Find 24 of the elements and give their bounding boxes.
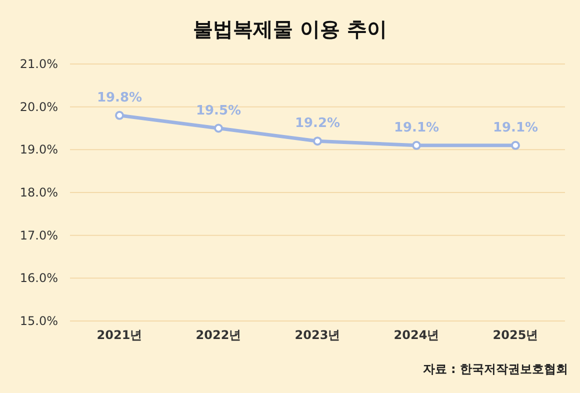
- point: [214, 124, 223, 133]
- data-label: 19.5%: [196, 103, 242, 118]
- y-tick-label: 19.0%: [20, 142, 58, 157]
- y-tick-label: 15.0%: [20, 314, 58, 328]
- x-tick-label: 2023년: [294, 328, 340, 342]
- data-label: 19.8%: [96, 90, 142, 106]
- y-tick-label: 20.0%: [20, 100, 58, 114]
- data-label: 19.1%: [394, 120, 440, 136]
- text: 자료 : 한국저작권보호협회: [422, 362, 568, 376]
- x-tick-label: 2024년: [394, 328, 440, 342]
- y-tick-label: 18.0%: [20, 186, 58, 200]
- x-tick-label: 2025년: [492, 328, 538, 342]
- chart-title: 불법복제물 이용 추이: [193, 17, 387, 41]
- point: [313, 136, 322, 146]
- data-label: 19.1%: [492, 120, 538, 136]
- x-tick-label: 2022년: [196, 328, 242, 342]
- point: [115, 110, 124, 120]
- y-tick-label: 16.0%: [20, 271, 58, 286]
- y-tick-label: 21.0%: [20, 57, 58, 71]
- point: [511, 140, 520, 150]
- point: [412, 140, 421, 150]
- data-label: 19.2%: [294, 116, 340, 132]
- y-tick-label: 17.0%: [20, 228, 58, 242]
- x-tick-label: 2021년: [96, 328, 142, 342]
